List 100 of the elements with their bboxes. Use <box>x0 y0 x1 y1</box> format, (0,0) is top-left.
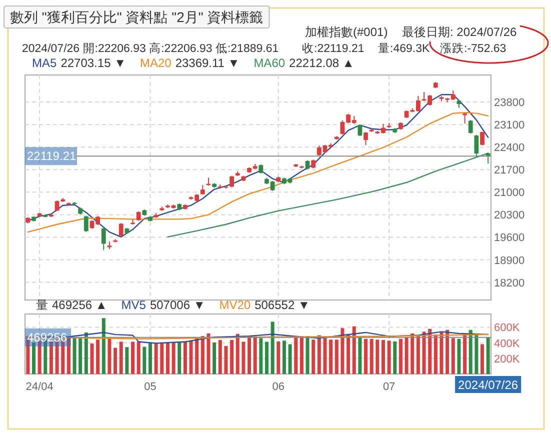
bar <box>253 336 257 374</box>
bar <box>381 340 385 374</box>
y-tick-label: 600K <box>494 322 520 334</box>
bar <box>230 340 234 374</box>
bar <box>422 332 426 374</box>
bar <box>364 338 368 374</box>
bar <box>468 330 472 374</box>
x-tick-label: 2024/07/26 <box>458 378 518 392</box>
bar <box>125 347 129 374</box>
candlestick <box>462 112 467 124</box>
bar <box>160 343 164 374</box>
text: MA5 <box>32 56 57 70</box>
bar <box>312 340 316 374</box>
bar <box>49 340 53 374</box>
bar <box>90 344 94 374</box>
y-tick-label: 400K <box>494 338 520 350</box>
bar <box>334 340 338 374</box>
bar <box>148 342 152 374</box>
candlestick <box>136 210 141 222</box>
bar <box>398 338 402 374</box>
bar <box>474 333 478 374</box>
bar <box>114 348 118 374</box>
x-tick-label: 05 <box>144 381 156 393</box>
line-series <box>27 112 489 233</box>
annotation: 507006 ▼ <box>150 298 206 312</box>
y-tick-label: 20300 <box>494 210 525 222</box>
bar <box>404 337 408 374</box>
bar <box>352 326 356 374</box>
text: 量 <box>36 298 48 312</box>
bar <box>451 338 455 374</box>
text: MA60 <box>254 56 286 70</box>
text: 數列 "獲利百分比" 資料點 "2月" 資料標籤 <box>10 9 264 25</box>
bar <box>200 336 204 374</box>
bar <box>102 318 106 374</box>
bar <box>224 346 228 374</box>
bar <box>136 342 140 374</box>
bar <box>463 333 467 374</box>
annotation: 506552 ▼ <box>254 298 310 312</box>
line-series <box>167 152 489 238</box>
candlestick <box>468 120 473 134</box>
bar <box>393 341 397 374</box>
bar <box>32 342 36 374</box>
ref-line-label: 22119.21 <box>27 149 76 164</box>
bar <box>376 340 380 374</box>
bar <box>486 337 490 374</box>
bar <box>96 340 100 374</box>
x-tick-label: 24/04 <box>26 381 54 393</box>
bar <box>212 342 216 374</box>
candlestick <box>84 215 88 233</box>
bar <box>340 328 344 374</box>
bar <box>183 342 187 374</box>
chart-subtitle: 最後日期: 2024/07/26 <box>402 25 518 39</box>
candlestick <box>364 131 368 146</box>
candlestick <box>101 227 106 251</box>
candlestick <box>118 222 124 237</box>
bar <box>294 337 298 374</box>
bar <box>218 340 222 374</box>
bar <box>300 337 304 374</box>
bar <box>480 344 484 374</box>
bar <box>66 337 70 374</box>
y-tick-label: 22400 <box>494 142 525 154</box>
candlestick <box>230 175 234 188</box>
y-tick-label: 18900 <box>494 254 525 267</box>
text: 量:469.3K <box>378 42 430 55</box>
y-tick-label: 18200 <box>494 277 525 290</box>
bar <box>323 338 327 374</box>
y-tick-label: 23800 <box>494 97 525 110</box>
bar <box>195 338 199 374</box>
y-tick-label: 200K <box>494 353 520 366</box>
bar <box>457 338 461 374</box>
bar <box>248 336 252 374</box>
bar <box>264 342 268 374</box>
bar <box>108 337 112 374</box>
bar <box>78 338 82 374</box>
candlestick <box>480 131 484 146</box>
bar <box>276 341 280 374</box>
bar <box>329 340 333 374</box>
bar <box>416 336 420 374</box>
bar <box>131 342 135 374</box>
bar <box>206 333 210 374</box>
bar <box>259 338 263 374</box>
bar <box>172 342 176 374</box>
bar <box>282 340 286 374</box>
bar <box>387 340 391 374</box>
bar <box>38 340 42 374</box>
text: 2024/07/26 開:22206.93 高:22206.93 低:21889.61 <box>22 41 279 55</box>
x-tick-label: 07 <box>382 381 396 393</box>
bar <box>154 343 158 374</box>
bar <box>72 338 76 374</box>
text: MA20 <box>140 56 172 70</box>
candlestick <box>358 124 362 137</box>
bar <box>142 346 146 374</box>
chart-title: 加權指數(#001) <box>305 25 388 39</box>
text: 22212.08 ▲ <box>289 56 354 70</box>
bar <box>317 335 321 374</box>
y-tick-label: 23100 <box>494 120 525 132</box>
bar <box>119 342 123 374</box>
bar <box>440 332 444 374</box>
bar <box>370 338 374 374</box>
annotation: 469256 ▲ <box>52 298 108 312</box>
